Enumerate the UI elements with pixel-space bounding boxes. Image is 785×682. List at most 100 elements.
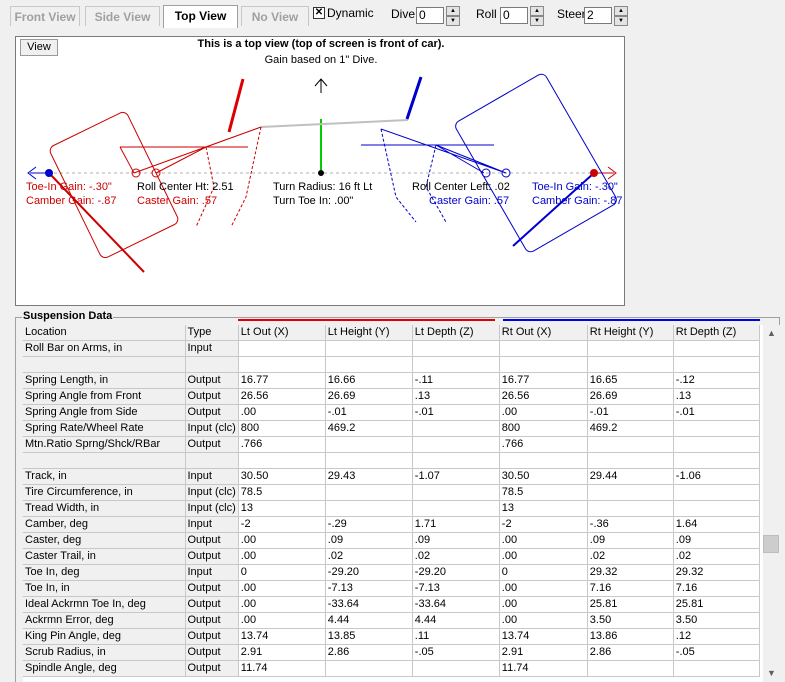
data-cell[interactable]: 26.56 xyxy=(499,388,588,405)
data-cell[interactable]: -.01 xyxy=(673,404,760,421)
data-cell[interactable]: -2 xyxy=(499,516,588,533)
data-cell[interactable] xyxy=(412,436,500,453)
data-cell[interactable]: 78.5 xyxy=(499,484,588,501)
data-cell[interactable]: -.29 xyxy=(325,516,413,533)
steer-stepper[interactable]: ▲ ▼ xyxy=(614,6,628,26)
data-cell[interactable] xyxy=(325,436,413,453)
data-cell[interactable]: 26.56 xyxy=(238,388,326,405)
data-cell[interactable]: .00 xyxy=(238,580,326,597)
data-cell[interactable]: 800 xyxy=(499,420,588,437)
data-cell[interactable]: 13 xyxy=(499,500,588,517)
data-cell[interactable] xyxy=(412,340,500,357)
data-cell[interactable]: -1.07 xyxy=(412,468,500,485)
data-cell[interactable] xyxy=(325,356,413,373)
data-cell[interactable]: 26.69 xyxy=(587,388,674,405)
data-cell[interactable] xyxy=(325,340,413,357)
data-cell[interactable]: .00 xyxy=(499,532,588,549)
steer-input[interactable]: 2 xyxy=(584,7,612,24)
data-cell[interactable]: 2.91 xyxy=(499,644,588,661)
up-arrow-icon[interactable]: ▲ xyxy=(530,6,544,16)
vertical-scrollbar[interactable]: ▲ ▼ xyxy=(763,325,780,682)
data-cell[interactable]: -.01 xyxy=(587,404,674,421)
data-cell[interactable]: 13.74 xyxy=(499,628,588,645)
data-cell[interactable]: -29.20 xyxy=(412,564,500,581)
data-cell[interactable]: 30.50 xyxy=(238,468,326,485)
data-cell[interactable]: .02 xyxy=(673,548,760,565)
data-cell[interactable]: -2 xyxy=(238,516,326,533)
data-cell[interactable]: 13.74 xyxy=(238,628,326,645)
data-cell[interactable] xyxy=(325,500,413,517)
data-cell[interactable] xyxy=(412,356,500,373)
data-cell[interactable]: .02 xyxy=(587,548,674,565)
tab-front-view[interactable]: Front View xyxy=(10,6,80,26)
data-cell[interactable]: 1.64 xyxy=(673,516,760,533)
data-cell[interactable]: -.05 xyxy=(673,644,760,661)
data-cell[interactable] xyxy=(325,660,413,677)
data-cell[interactable]: .02 xyxy=(325,548,413,565)
view-button[interactable]: View xyxy=(20,39,58,56)
data-cell[interactable] xyxy=(499,452,588,469)
data-cell[interactable]: .12 xyxy=(673,628,760,645)
data-cell[interactable]: .09 xyxy=(412,532,500,549)
data-cell[interactable] xyxy=(673,420,760,437)
data-cell[interactable] xyxy=(587,356,674,373)
data-cell[interactable] xyxy=(238,356,326,373)
scroll-down-icon[interactable]: ▼ xyxy=(767,668,776,678)
data-cell[interactable] xyxy=(587,500,674,517)
data-cell[interactable]: .00 xyxy=(238,532,326,549)
up-arrow-icon[interactable]: ▲ xyxy=(446,6,460,16)
data-cell[interactable] xyxy=(412,500,500,517)
data-cell[interactable]: .766 xyxy=(238,436,326,453)
data-cell[interactable]: 0 xyxy=(499,564,588,581)
data-cell[interactable]: 30.50 xyxy=(499,468,588,485)
scroll-thumb[interactable] xyxy=(763,535,779,553)
dynamic-checkbox[interactable]: ✕ xyxy=(313,7,325,19)
data-cell[interactable]: 2.86 xyxy=(325,644,413,661)
data-cell[interactable] xyxy=(587,436,674,453)
data-cell[interactable]: .00 xyxy=(238,612,326,629)
data-cell[interactable]: -.11 xyxy=(412,372,500,389)
data-cell[interactable]: 11.74 xyxy=(499,660,588,677)
data-cell[interactable]: 29.32 xyxy=(673,564,760,581)
data-cell[interactable]: .766 xyxy=(499,436,588,453)
data-cell[interactable]: 469.2 xyxy=(587,420,674,437)
data-cell[interactable]: -.05 xyxy=(412,644,500,661)
data-cell[interactable] xyxy=(587,340,674,357)
data-cell[interactable] xyxy=(412,660,500,677)
data-cell[interactable]: 13.85 xyxy=(325,628,413,645)
data-cell[interactable] xyxy=(673,340,760,357)
data-cell[interactable]: .00 xyxy=(238,596,326,613)
data-cell[interactable]: 4.44 xyxy=(325,612,413,629)
dive-stepper[interactable]: ▲ ▼ xyxy=(446,6,460,26)
data-cell[interactable]: 800 xyxy=(238,420,326,437)
data-cell[interactable]: 29.44 xyxy=(587,468,674,485)
data-cell[interactable]: 7.16 xyxy=(673,580,760,597)
data-cell[interactable]: .11 xyxy=(412,628,500,645)
data-cell[interactable]: .02 xyxy=(412,548,500,565)
roll-stepper[interactable]: ▲ ▼ xyxy=(530,6,544,26)
up-arrow-icon[interactable]: ▲ xyxy=(614,6,628,16)
data-cell[interactable] xyxy=(412,484,500,501)
tab-side-view[interactable]: Side View xyxy=(85,6,160,26)
dive-input[interactable]: 0 xyxy=(416,7,444,24)
data-cell[interactable] xyxy=(238,452,326,469)
data-cell[interactable]: .09 xyxy=(587,532,674,549)
data-cell[interactable]: -33.64 xyxy=(412,596,500,613)
data-cell[interactable]: 78.5 xyxy=(238,484,326,501)
data-cell[interactable]: .13 xyxy=(412,388,500,405)
data-cell[interactable]: .00 xyxy=(238,404,326,421)
data-cell[interactable]: 7.16 xyxy=(587,580,674,597)
data-cell[interactable]: -.12 xyxy=(673,372,760,389)
data-cell[interactable]: .00 xyxy=(238,548,326,565)
tab-top-view[interactable]: Top View xyxy=(163,5,238,28)
data-cell[interactable]: .00 xyxy=(499,596,588,613)
data-cell[interactable]: -33.64 xyxy=(325,596,413,613)
data-cell[interactable]: 0 xyxy=(238,564,326,581)
data-cell[interactable]: -.01 xyxy=(325,404,413,421)
data-cell[interactable] xyxy=(412,420,500,437)
data-cell[interactable]: 13.86 xyxy=(587,628,674,645)
data-cell[interactable]: 4.44 xyxy=(412,612,500,629)
data-cell[interactable]: 2.86 xyxy=(587,644,674,661)
scroll-up-icon[interactable]: ▲ xyxy=(767,328,776,338)
data-cell[interactable]: 29.43 xyxy=(325,468,413,485)
